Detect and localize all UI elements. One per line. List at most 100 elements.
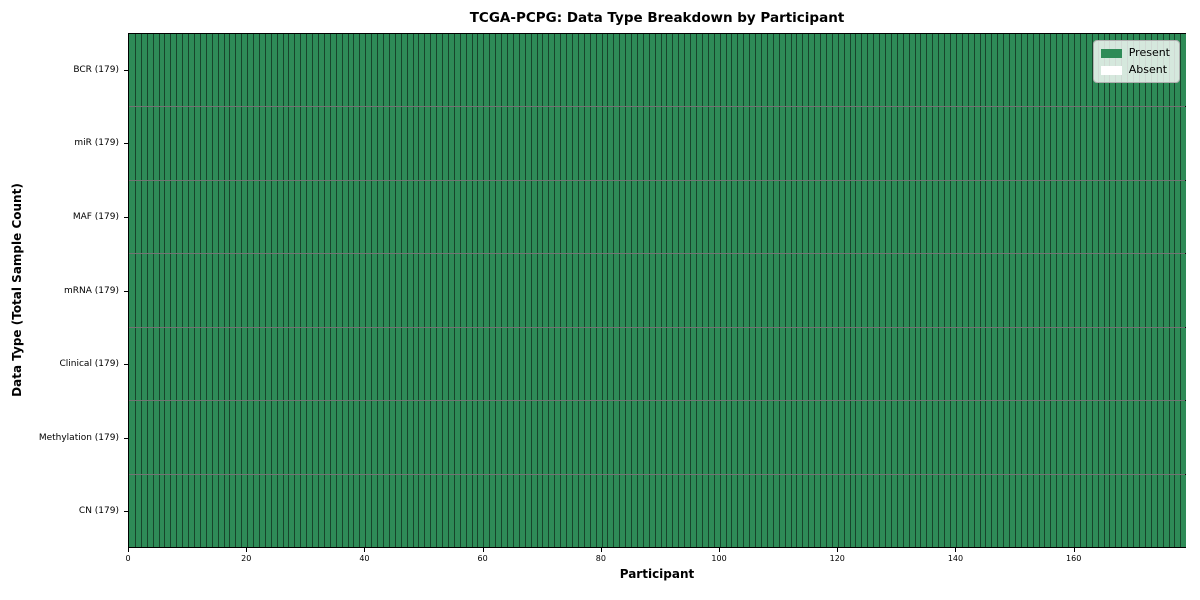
heatmap-cell — [601, 254, 608, 327]
heatmap-cell — [577, 107, 584, 180]
heatmap-cell — [418, 107, 425, 180]
heatmap-cell — [908, 474, 915, 547]
heatmap-cell — [288, 254, 295, 327]
heatmap-cell — [253, 180, 259, 254]
heatmap-cell — [820, 180, 826, 254]
heatmap-cell — [1062, 180, 1069, 254]
heatmap-cell — [489, 107, 496, 180]
heatmap-cell — [636, 327, 643, 401]
heatmap-cell — [477, 180, 484, 254]
heatmap-cell — [1050, 34, 1057, 107]
heatmap-cell — [442, 327, 448, 401]
y-tick-label: BCR (179) — [73, 64, 119, 75]
heatmap-cell — [613, 254, 620, 327]
heatmap-cell — [749, 107, 756, 180]
heatmap-cell — [896, 254, 903, 327]
heatmap-cell — [1150, 254, 1157, 327]
heatmap-cell — [607, 107, 614, 180]
heatmap-cell — [1020, 401, 1027, 474]
heatmap-cell — [997, 180, 1004, 254]
heatmap-cell — [1091, 254, 1098, 327]
heatmap-cell — [595, 327, 602, 401]
heatmap-cell — [766, 327, 773, 401]
heatmap-cell — [347, 180, 354, 254]
heatmap-cell — [501, 401, 507, 474]
heatmap-cell — [979, 401, 986, 474]
heatmap-cell — [890, 327, 897, 401]
heatmap-cell — [867, 107, 874, 180]
heatmap-cell — [1097, 254, 1104, 327]
heatmap-cell — [489, 34, 496, 107]
heatmap-cell — [483, 254, 490, 327]
heatmap-cell — [737, 254, 744, 327]
heatmap-cell — [949, 474, 956, 547]
heatmap-cell — [341, 180, 348, 254]
heatmap-cell — [447, 401, 454, 474]
heatmap-cell — [1103, 107, 1110, 180]
heatmap-cell — [199, 34, 206, 107]
heatmap-cell — [701, 401, 708, 474]
heatmap-cell — [176, 180, 183, 254]
heatmap-cell — [382, 474, 389, 547]
heatmap-cell — [873, 34, 880, 107]
heatmap-cell — [501, 107, 507, 180]
heatmap-cell — [760, 254, 767, 327]
heatmap-cell — [394, 180, 401, 254]
heatmap-cell — [193, 327, 200, 401]
heatmap-cell — [1062, 254, 1069, 327]
heatmap-cell — [1068, 327, 1074, 401]
heatmap-cell — [1050, 254, 1057, 327]
heatmap-cell — [1003, 327, 1010, 401]
heatmap-cell — [430, 107, 437, 180]
heatmap-cell — [134, 401, 141, 474]
heatmap-cell — [560, 254, 567, 327]
y-tick-mark — [124, 69, 128, 71]
heatmap-cell — [483, 401, 490, 474]
heatmap-cell — [1032, 180, 1039, 254]
heatmap-cell — [152, 474, 159, 547]
heatmap-cell — [1109, 474, 1116, 547]
heatmap-cell — [885, 107, 891, 180]
heatmap-cell — [495, 327, 502, 401]
legend-label: Present — [1128, 46, 1170, 59]
heatmap-cell — [170, 34, 177, 107]
heatmap-cell — [530, 474, 537, 547]
heatmap-cell — [560, 107, 567, 180]
heatmap-cell — [1085, 254, 1092, 327]
heatmap-cell — [725, 474, 732, 547]
heatmap-cell — [294, 107, 301, 180]
heatmap-cell — [737, 474, 744, 547]
heatmap-cell — [873, 254, 880, 327]
heatmap-cell — [471, 254, 478, 327]
heatmap-cell — [583, 107, 590, 180]
x-tick-label: 160 — [1066, 554, 1082, 563]
heatmap-cell — [1009, 401, 1015, 474]
heatmap-cell — [146, 180, 153, 254]
heatmap-cell — [1085, 474, 1092, 547]
heatmap-cell — [932, 180, 939, 254]
heatmap-cell — [152, 34, 159, 107]
heatmap-cell — [755, 180, 761, 254]
heatmap-cell — [1174, 327, 1181, 401]
heatmap-cell — [1156, 107, 1163, 180]
heatmap-cell — [264, 107, 271, 180]
heatmap-cell — [861, 34, 868, 107]
heatmap-cell — [879, 107, 885, 180]
heatmap-cell — [1162, 254, 1169, 327]
heatmap-cell — [778, 107, 785, 180]
heatmap-cell — [973, 180, 980, 254]
heatmap-cell — [199, 107, 206, 180]
heatmap-cell — [1138, 254, 1145, 327]
heatmap-cell — [1085, 180, 1092, 254]
heatmap-cell — [566, 107, 572, 180]
heatmap-cell — [831, 327, 838, 401]
heatmap-cell — [459, 327, 466, 401]
heatmap-cell — [294, 401, 301, 474]
heatmap-cell — [518, 474, 525, 547]
heatmap-cell — [182, 107, 189, 180]
heatmap-cell — [932, 474, 939, 547]
heatmap-cell — [146, 254, 153, 327]
heatmap-cell — [412, 401, 419, 474]
heatmap-cell — [140, 327, 147, 401]
heatmap-cell — [518, 180, 525, 254]
